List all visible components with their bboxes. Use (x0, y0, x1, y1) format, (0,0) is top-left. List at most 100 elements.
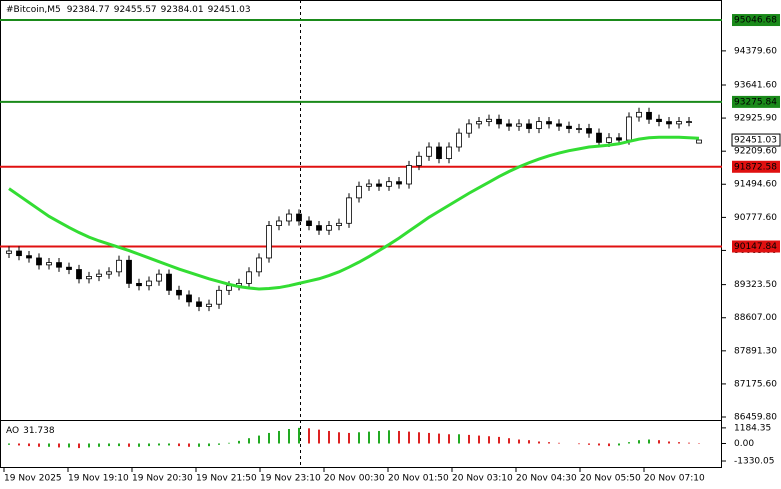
candle-body (216, 289, 222, 305)
y-tick-label: 89323.50 (734, 280, 777, 290)
price-box (731, 133, 781, 147)
candle-body (396, 181, 402, 185)
candle-body (36, 257, 42, 266)
candle-body (386, 181, 392, 187)
candle-body (326, 225, 332, 231)
header-open: 92384.77 (67, 5, 110, 15)
ao-name: AO (6, 426, 19, 436)
candle-body (306, 220, 312, 227)
candle-body (26, 255, 32, 259)
candle-body (156, 273, 162, 282)
candle-body (296, 213, 302, 222)
moving-average (8, 135, 700, 291)
candle-body (686, 121, 692, 123)
candle-body (426, 146, 432, 157)
y-tick-label: 86459.80 (734, 413, 777, 423)
y-tick-label: 88607.00 (734, 313, 777, 323)
candle-body (666, 121, 672, 125)
x-tick-label: 19 Nov 2025 (4, 474, 62, 484)
ao-last: 31.738 (23, 426, 55, 436)
candle-body (346, 197, 352, 224)
candle-body (206, 303, 212, 307)
price-label: 92451.03 (734, 136, 777, 146)
x-tick-label: 20 Nov 07:10 (644, 474, 705, 484)
candle-body (316, 225, 322, 231)
candle-body (576, 128, 582, 130)
candle-body (676, 121, 682, 125)
candle-body (146, 280, 152, 287)
candle-body (286, 213, 292, 222)
candle-body (466, 123, 472, 134)
x-tick-label: 20 Nov 01:50 (388, 474, 449, 484)
header-close: 92451.03 (208, 5, 251, 15)
y-tick-label: 91494.60 (734, 180, 777, 190)
candle-body (416, 155, 422, 166)
candle-body (6, 250, 12, 254)
candle-body (376, 183, 382, 187)
candle-body (136, 282, 142, 287)
y-tick-label: 90777.60 (734, 213, 777, 223)
candle-body (636, 111, 642, 118)
candle-body (556, 123, 562, 127)
ao-y-tick-label: 1184.35 (734, 423, 771, 433)
candle-body (126, 259, 132, 284)
plot-frame (0, 0, 722, 468)
candle-body (406, 165, 412, 185)
candle-body (256, 257, 262, 273)
candle-body (336, 222, 342, 227)
candle-body (496, 118, 502, 125)
candle-body (16, 250, 22, 257)
candle-body (226, 285, 232, 291)
candle-body (656, 118, 662, 122)
candle-body (546, 121, 552, 125)
symbol: #Bitcoin,M5 (6, 5, 61, 15)
candle-body (436, 146, 442, 159)
ao-header: AO 31.738 (6, 426, 55, 436)
y-tick-label: 87175.60 (734, 379, 777, 389)
candle-body (526, 123, 532, 129)
candle-body (106, 271, 112, 275)
candle-body (56, 262, 62, 268)
candle-body (176, 289, 182, 296)
candle-body (186, 294, 192, 303)
y-tick-label: 93641.60 (734, 80, 777, 90)
chart-header: #Bitcoin,M5 92384.77 92455.57 92384.01 92451… (6, 5, 251, 15)
ao-y-tick-label: 0.00 (734, 439, 754, 449)
ao-y-tick-label: -1330.05 (734, 457, 774, 467)
header-low: 92384.01 (161, 5, 204, 15)
x-tick-label: 19 Nov 20:30 (132, 474, 193, 484)
x-tick-label: 20 Nov 00:30 (324, 474, 385, 484)
candle-body (116, 259, 122, 273)
candle-body (86, 276, 92, 280)
candle-body (536, 121, 542, 129)
candle-body (506, 123, 512, 127)
candle-body (596, 132, 602, 143)
x-tick-label: 20 Nov 03:10 (452, 474, 513, 484)
candle-body (566, 125, 572, 129)
candle-body (96, 273, 102, 277)
candle-body (516, 123, 522, 127)
candle-body (446, 146, 452, 159)
header-high: 92455.57 (114, 5, 157, 15)
candle-body (366, 183, 372, 187)
candle-body (46, 262, 52, 266)
candle-body (66, 266, 72, 270)
y-tick-label: 87891.30 (734, 346, 777, 356)
candle-body (456, 132, 462, 148)
y-tick-label: 92925.90 (734, 114, 777, 124)
x-tick-label: 19 Nov 19:10 (68, 474, 129, 484)
level-label-box (732, 240, 780, 253)
candle-body (276, 220, 282, 227)
candle-body (196, 301, 202, 307)
candle-body (606, 137, 612, 143)
candle-body (356, 185, 362, 199)
candle-body (246, 271, 252, 284)
candle-body (476, 121, 482, 125)
level-label: 91872.58 (734, 162, 777, 172)
x-tick-label: 19 Nov 23:10 (260, 474, 321, 484)
level-label-box (732, 14, 780, 27)
candle-body (586, 128, 592, 134)
candle-body (626, 116, 632, 141)
x-tick-label: 20 Nov 05:50 (580, 474, 641, 484)
